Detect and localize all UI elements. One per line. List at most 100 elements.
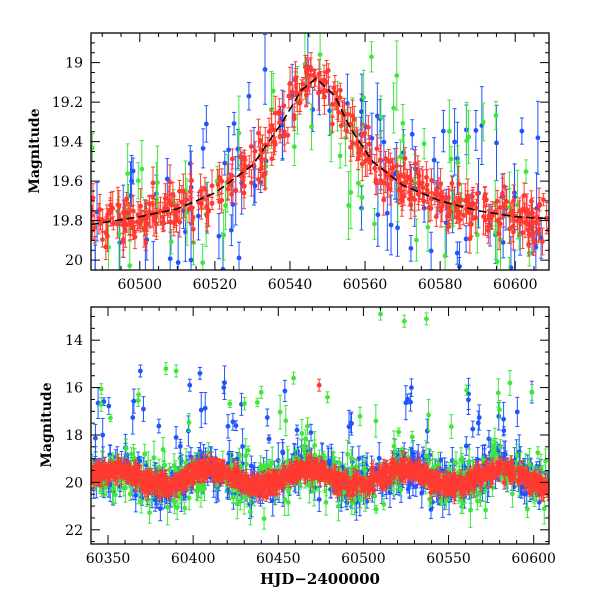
data-point: [414, 237, 419, 243]
data-point: [100, 237, 105, 243]
x-tick-label: 60560: [343, 277, 388, 293]
data-point: [209, 201, 215, 206]
data-point: [514, 409, 520, 415]
data-point: [307, 82, 313, 88]
top-panel: 60500 60520 60540 60560 60580 60600 19 19.2 19.4…: [27, 32, 550, 293]
data-point: [238, 153, 244, 159]
data-point: [198, 407, 204, 413]
data-point: [154, 180, 160, 185]
data-point: [206, 208, 212, 214]
data-point: [345, 111, 351, 117]
data-point: [465, 194, 471, 199]
data-point: [281, 129, 287, 135]
data-point: [403, 400, 409, 406]
data-point: [270, 88, 276, 94]
data-point: [160, 220, 165, 225]
data-point: [100, 217, 106, 223]
data-point: [258, 166, 263, 172]
data-point: [150, 180, 156, 186]
data-point: [231, 121, 237, 126]
data-point: [150, 194, 156, 200]
x-tick-label: 60520: [193, 277, 238, 293]
data-point: [177, 219, 183, 225]
data-point: [144, 221, 150, 227]
data-point: [525, 227, 531, 233]
data-point: [348, 190, 354, 195]
data-point: [186, 206, 192, 212]
data-point: [236, 255, 242, 261]
data-point: [132, 229, 137, 235]
data-point: [378, 178, 384, 183]
data-point: [346, 424, 352, 430]
data-point: [200, 260, 206, 266]
data-point: [365, 124, 371, 130]
data-point: [171, 220, 177, 226]
data-point: [141, 406, 146, 412]
data-point: [91, 213, 95, 218]
data-point: [225, 186, 231, 192]
data-point: [316, 90, 321, 96]
data-point: [114, 221, 120, 227]
data-point: [400, 120, 406, 126]
data-point: [354, 141, 360, 147]
data-point: [398, 154, 403, 160]
data-point: [494, 198, 500, 204]
data-point: [330, 101, 336, 107]
data-point: [217, 199, 223, 205]
data-point: [519, 128, 525, 134]
data-point: [464, 138, 470, 144]
data-point: [158, 208, 163, 214]
data-point: [97, 207, 103, 213]
data-point: [501, 428, 507, 434]
data-point: [106, 403, 112, 409]
data-point: [428, 205, 434, 211]
data-point: [535, 135, 541, 141]
data-point: [219, 178, 225, 184]
data-point: [272, 141, 278, 147]
data-point: [124, 196, 129, 202]
data-point: [510, 229, 516, 235]
data-point: [470, 201, 476, 207]
data-point: [264, 415, 270, 420]
data-point: [399, 198, 405, 204]
data-point: [343, 135, 348, 141]
data-point: [468, 221, 474, 226]
data-point: [196, 213, 201, 219]
data-point: [523, 169, 529, 175]
data-point: [394, 73, 400, 78]
data-point: [367, 160, 373, 166]
data-point: [481, 214, 486, 220]
x-tick-label: 60600: [493, 277, 538, 293]
data-point: [446, 224, 451, 230]
data-point: [337, 153, 343, 159]
data-point: [134, 219, 140, 225]
data-point: [486, 436, 492, 442]
data-point: [309, 124, 314, 130]
data-point: [378, 114, 384, 120]
data-point: [167, 179, 173, 185]
data-point: [230, 419, 236, 425]
data-point: [428, 248, 434, 254]
data-point: [175, 260, 181, 265]
x-tick-label: 60540: [268, 277, 313, 293]
data-point: [423, 174, 429, 180]
data-point: [431, 157, 437, 163]
data-point: [303, 64, 308, 70]
data-point: [331, 85, 337, 91]
data-point: [401, 193, 407, 199]
data-point: [260, 149, 265, 155]
data-point: [497, 205, 503, 210]
data-point: [248, 144, 254, 149]
data-point: [209, 183, 215, 189]
y-tick-label: 19.6: [52, 174, 83, 190]
data-point: [130, 219, 136, 225]
x-tick-label: 60500: [118, 277, 163, 293]
data-point: [173, 215, 179, 221]
data-point: [300, 81, 306, 87]
data-point: [375, 212, 381, 218]
data-point: [456, 181, 462, 187]
data-point: [433, 214, 439, 220]
data-point: [266, 436, 272, 442]
data-point: [376, 455, 382, 461]
